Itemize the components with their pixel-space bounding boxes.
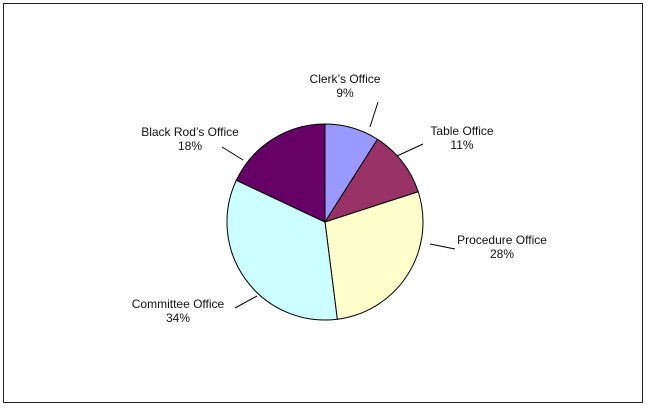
slice-name: Clerk’s Office <box>310 72 381 86</box>
leader-line-1 <box>369 101 379 128</box>
slice-name: Black Rod’s Office <box>141 125 239 139</box>
slice-label-4: Committee Office 34% <box>132 297 225 325</box>
slice-percent: 11% <box>450 138 473 152</box>
slice-percent: 18% <box>178 139 202 153</box>
slice-name: Procedure Office <box>457 233 547 247</box>
slice-name: Table Office <box>430 124 493 138</box>
pie-slice-3 <box>324 191 424 320</box>
leader-line-5 <box>221 146 244 161</box>
slice-name: Committee Office <box>132 297 225 311</box>
leader-line-4 <box>234 295 258 309</box>
slice-label-1: Clerk’s Office 9% <box>310 72 381 100</box>
slice-percent: 9% <box>336 86 354 100</box>
pie-slice-2 <box>323 138 419 223</box>
slice-label-5: Black Rod’s Office 18% <box>141 125 239 153</box>
slice-percent: 28% <box>490 247 514 261</box>
leader-line-2 <box>396 143 424 157</box>
pie-slice-5 <box>235 123 326 223</box>
slice-label-2: Table Office 11% <box>430 124 493 152</box>
slice-percent: 34% <box>166 311 190 325</box>
leader-line-3 <box>429 243 456 250</box>
slice-label-3: Procedure Office 28% <box>457 233 547 261</box>
